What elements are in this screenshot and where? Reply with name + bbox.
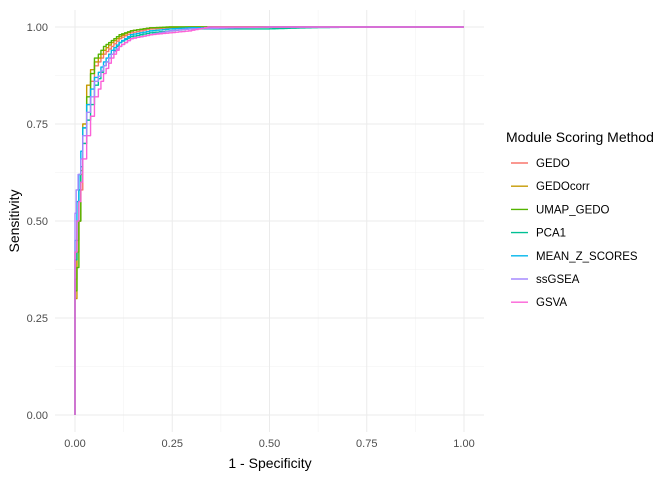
legend-items: GEDO GEDOcorr UMAP_GEDO PCA1 MEAN_Z_SCORESss… xyxy=(511,158,638,309)
series-line-gsva xyxy=(74,26,464,415)
y-tick-label: 1.00 xyxy=(27,22,48,34)
x-tick-label: 0.50 xyxy=(259,438,280,450)
y-axis-title: Sensitivity xyxy=(6,189,22,252)
legend-title: Module Scoring Method xyxy=(506,129,654,145)
legend: Module Scoring Method GEDO GEDOcorr UMAP_G… xyxy=(506,129,654,309)
x-tick-label: 0.00 xyxy=(64,438,85,450)
legend-label-mean-z-scores: MEAN_Z_SCORES xyxy=(536,251,638,263)
legend-label-umap-gedo: UMAP_GEDO xyxy=(536,204,610,216)
x-tick-label: 1.00 xyxy=(453,438,474,450)
x-axis-title: 1 - Specificity xyxy=(228,455,311,471)
x-tick-label: 0.75 xyxy=(356,438,377,450)
y-tick-label: 0.75 xyxy=(27,119,48,131)
x-tick-label: 0.25 xyxy=(162,438,183,450)
y-tick-label: 0.25 xyxy=(27,313,48,325)
y-tick-label: 0.00 xyxy=(27,410,48,422)
legend-label-gedo: GEDO xyxy=(536,158,570,170)
legend-label-gedocorr: GEDOcorr xyxy=(536,181,590,193)
legend-label-pca1: PCA1 xyxy=(536,228,566,240)
legend-label-ssgsea: ssGSEA xyxy=(536,274,580,286)
grid-lines xyxy=(55,10,484,432)
legend-label-gsva: GSVA xyxy=(536,297,567,309)
series-lines xyxy=(74,26,464,415)
tick-labels: 0.00 0.25 0.50 0.75 1.00 0.00 0.25 0.50 0.75 1.00 xyxy=(27,22,475,450)
y-tick-label: 0.50 xyxy=(27,216,48,228)
